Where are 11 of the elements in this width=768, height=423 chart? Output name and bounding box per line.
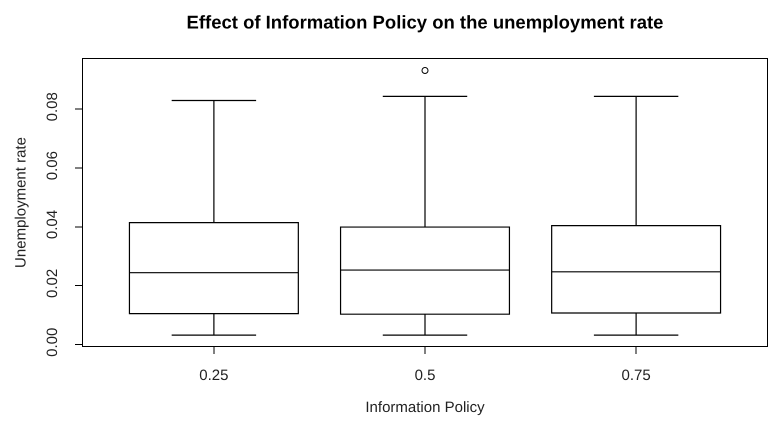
chart-title: Effect of Information Policy on the unemployment rate bbox=[186, 11, 664, 32]
x-tick-label: 0.75 bbox=[622, 367, 651, 384]
x-tick-label: 0.5 bbox=[414, 367, 436, 384]
y-tick-label: 0.02 bbox=[44, 268, 61, 298]
x-tick-label: 0.25 bbox=[199, 367, 228, 384]
y-axis-title: Unemployment rate bbox=[12, 137, 30, 268]
y-tick-label: 0.00 bbox=[44, 328, 61, 357]
y-tick-label: 0.04 bbox=[44, 210, 61, 240]
y-tick-label: 0.06 bbox=[44, 151, 61, 180]
x-axis-title: Information Policy bbox=[365, 399, 486, 416]
y-tick-label: 0.08 bbox=[44, 92, 61, 122]
